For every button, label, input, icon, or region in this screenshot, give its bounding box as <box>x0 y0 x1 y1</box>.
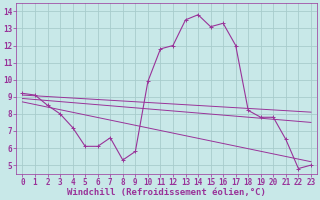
X-axis label: Windchill (Refroidissement éolien,°C): Windchill (Refroidissement éolien,°C) <box>67 188 266 197</box>
